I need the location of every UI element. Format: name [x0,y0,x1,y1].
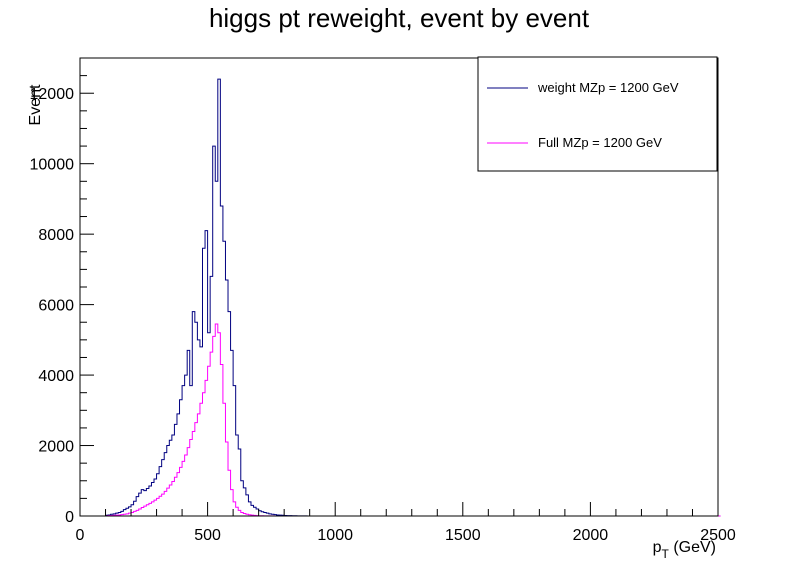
x-axis-label-main: p [653,539,662,556]
x-axis-label-subscript: T [662,547,670,561]
legend-label-weight: weight MZp = 1200 GeV [537,80,679,95]
legend-label-full: Full MZp = 1200 GeV [538,135,662,150]
y-tick-label: 10000 [30,157,75,174]
x-axis-label-unit: (GeV) [669,539,716,556]
legend-box [477,56,718,172]
x-tick-label: 500 [194,527,221,544]
x-tick-label: 0 [76,527,85,544]
chart-title: higgs pt reweight, event by event [209,3,590,33]
series-line-weight [80,78,721,517]
y-tick-label: 4000 [38,368,74,385]
x-tick-label: 2500 [700,527,736,544]
y-tick-label: 0 [65,509,74,526]
x-tick-label: 2000 [573,527,609,544]
y-tick-label: 8000 [38,227,74,244]
x-tick-label: 1000 [317,527,353,544]
y-axis-label: Event [27,84,44,125]
x-axis-label: pT (GeV) [653,539,716,561]
y-tick-label: 6000 [38,298,74,315]
y-axis: 0 2000 4000 6000 8000 10000 12000 [30,57,94,526]
x-tick-label: 1500 [445,527,481,544]
y-tick-label: 12000 [30,86,75,103]
y-tick-label: 2000 [38,439,74,456]
legend: weight MZp = 1200 GeV Full MZp = 1200 Ge… [477,56,718,172]
x-axis: 0 500 1000 1500 2000 2500 [76,502,736,544]
